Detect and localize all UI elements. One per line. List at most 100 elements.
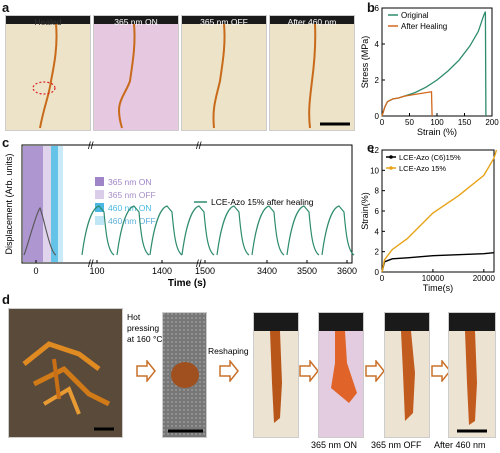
arrow-icon	[219, 360, 239, 382]
response-curve	[216, 205, 250, 256]
x-tick-label: 200	[485, 118, 499, 127]
x-tick-label: 10000	[422, 274, 445, 283]
legend-swatch	[95, 216, 104, 225]
x-tick-label: 3600	[337, 266, 357, 276]
y-axis-label: Strain(%)	[360, 192, 370, 230]
strip-image	[270, 331, 282, 423]
axis-break: //	[196, 141, 202, 152]
photo-d-after-460	[448, 312, 496, 438]
photo-fragments	[8, 308, 123, 438]
y-axis-label: Displacement (Arb. units)	[4, 153, 14, 254]
y-tick-label: 0	[375, 268, 380, 277]
x-tick-label: 20000	[473, 274, 496, 283]
chart-c: // // // // 0 100 1400 1500 3400 3500 3600 Time (s)…	[4, 141, 357, 289]
response-curve	[149, 205, 183, 256]
photo-d-365-off	[384, 312, 430, 438]
legend-label: LCE-Azo 15% after healing	[211, 197, 314, 207]
y-tick-label: 12	[370, 146, 379, 155]
clamp	[94, 16, 178, 24]
legend-label: 365 nm OFF	[108, 190, 156, 200]
x-tick-label: 100	[430, 118, 444, 127]
illumination-band	[43, 146, 51, 262]
response-curve	[23, 206, 57, 256]
arrow-icon	[365, 360, 385, 382]
y-axis-label: Stress (MPa)	[360, 36, 370, 89]
photo-d-365-on	[318, 312, 364, 438]
axis-break: //	[88, 259, 94, 270]
legend-label: 460 nm ON	[108, 203, 151, 213]
panel-e-label: e	[367, 140, 375, 155]
x-tick-label: 0	[33, 266, 38, 276]
panel-c-label: c	[2, 135, 10, 150]
photo-365-off: 365 nm OFF	[181, 15, 267, 131]
legend-label: LCE-Azo 15%	[399, 164, 446, 173]
x-tick-label: 50	[405, 118, 414, 127]
step1-line3: at 160 °C	[127, 334, 163, 344]
legend-swatch	[95, 177, 104, 186]
photo-healed: Healed	[5, 15, 91, 131]
x-tick-label: 1500	[195, 266, 215, 276]
x-axis-label: Time (s)	[168, 278, 206, 289]
clamp	[6, 16, 90, 24]
strip-image	[457, 331, 487, 433]
strip-image	[331, 331, 357, 403]
x-axis-label: Strain (%)	[417, 127, 457, 137]
x-tick-label: 3400	[257, 266, 277, 276]
series-line	[381, 90, 433, 117]
axis-break: //	[196, 259, 202, 270]
photo-365-on: 365 nm ON	[93, 15, 179, 131]
x-tick-label: 0	[380, 274, 385, 283]
y-tick-label: 2	[375, 248, 380, 257]
legend-marker	[389, 166, 393, 170]
arrow-icon	[299, 360, 319, 382]
legend-label: LCE-Azo (C6)15%	[399, 153, 461, 162]
y-tick-label: 0	[375, 112, 380, 121]
illumination-band	[58, 146, 63, 262]
plot-frame	[21, 144, 353, 264]
fragments-image	[22, 341, 114, 431]
photo-caption: 365 nm OFF	[200, 17, 248, 27]
y-tick-label: 2	[375, 76, 380, 85]
hot-pressing-label: Hot pressing at 160 °C	[127, 312, 163, 345]
x-tick-label: 150	[458, 118, 472, 127]
caption-after-460: After 460 nm	[434, 440, 486, 450]
fiber-image	[118, 23, 136, 129]
x-tick-label: 0	[380, 118, 385, 127]
y-tick-label: 8	[375, 187, 380, 196]
panel-d-label: d	[2, 292, 10, 307]
y-tick-label: 6	[375, 4, 380, 13]
caption-365-off: 365 nm OFF	[371, 440, 422, 450]
fiber-image	[212, 23, 226, 129]
series-line	[381, 149, 498, 273]
y-tick-label: 10	[370, 166, 379, 175]
step1-line2: pressing	[127, 323, 160, 333]
response-curve	[116, 205, 150, 256]
photo-caption: 365 nm ON	[114, 17, 158, 27]
legend-label: After Healing	[401, 22, 447, 31]
y-tick-label: 4	[375, 227, 380, 236]
photo-pressed-disc	[162, 312, 207, 438]
photo-reshaped	[253, 312, 299, 438]
legend-marker	[389, 155, 393, 159]
response-curve	[81, 205, 115, 256]
photo-caption: Healed	[34, 17, 62, 27]
panel-a-label: a	[2, 0, 10, 15]
arrow-icon	[136, 360, 156, 382]
x-tick-label: 1400	[152, 266, 172, 276]
disc-image	[163, 313, 206, 437]
panel-b-label: b	[367, 0, 375, 15]
fiber-image	[32, 23, 58, 129]
arrow-icon	[431, 360, 451, 382]
series-line	[381, 252, 495, 273]
response-curve	[181, 205, 215, 256]
response-curve	[286, 205, 320, 256]
y-tick-label: 6	[375, 207, 380, 216]
photo-caption: After 460 nm	[287, 17, 337, 27]
legend-label: 460 nm OFF	[108, 216, 156, 226]
step1-line1: Hot	[127, 312, 141, 322]
clamp	[319, 313, 363, 331]
response-curve	[251, 205, 285, 256]
chart-e: 0 10000 20000 0 2 4 6 8 10 12 Time(s) Strain(%) LCE-…	[360, 146, 498, 293]
response-curve	[321, 205, 355, 256]
clamp	[254, 313, 298, 331]
